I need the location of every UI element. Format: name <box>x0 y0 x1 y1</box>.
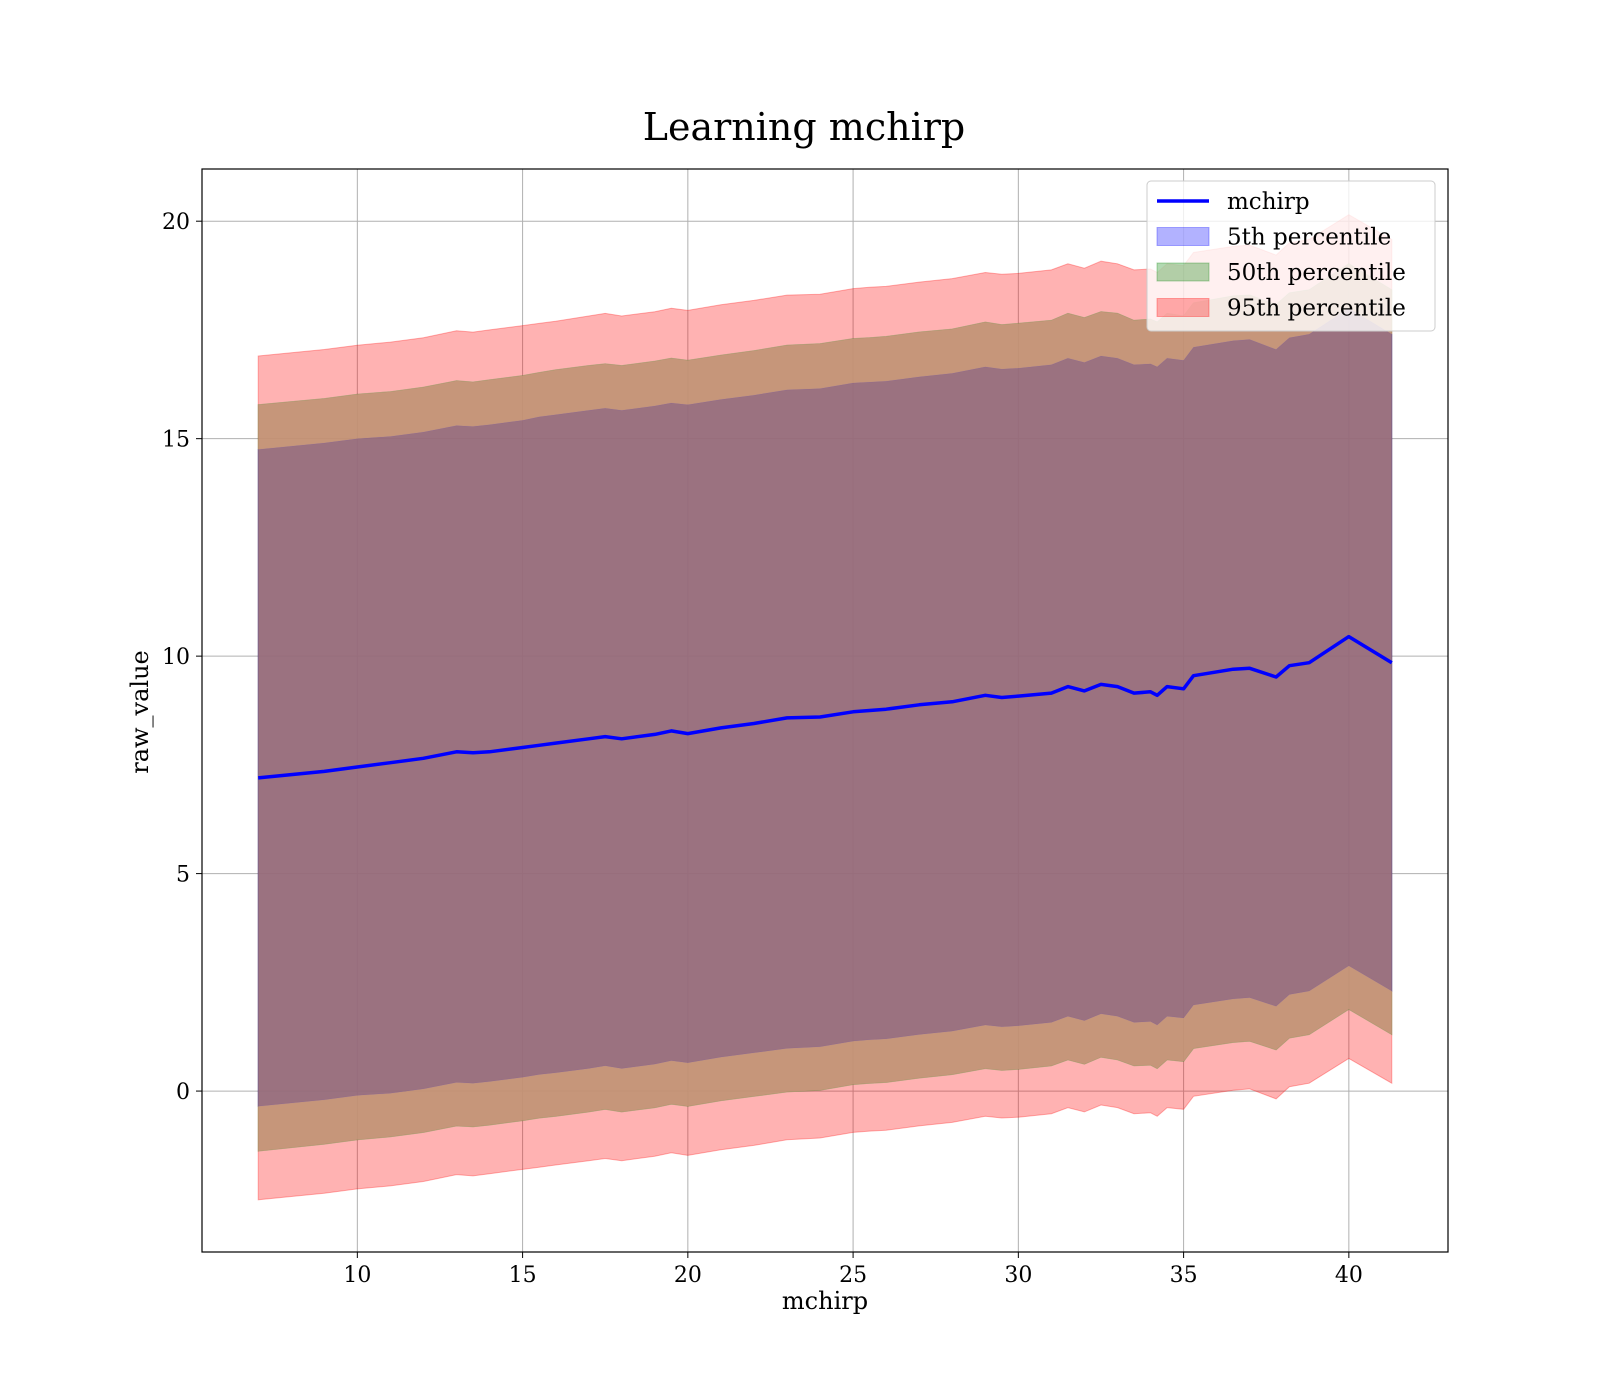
legend-label: 5th percentile <box>1227 225 1391 251</box>
legend-patch-swatch <box>1156 262 1210 282</box>
legend-label: 50th percentile <box>1227 260 1406 286</box>
percentile-bands <box>257 214 1393 1201</box>
band-overlap <box>258 308 1392 1107</box>
x-tick-label: 30 <box>1004 1263 1032 1288</box>
x-tick-label: 20 <box>674 1263 702 1288</box>
x-tick-label: 35 <box>1170 1263 1198 1288</box>
x-tick-label: 25 <box>839 1263 867 1288</box>
plot-area-frame <box>201 168 1449 1253</box>
y-tick-label: 5 <box>176 863 190 888</box>
x-tick-label: 40 <box>1335 1263 1363 1288</box>
mchirp-line <box>258 634 1393 780</box>
y-tick-label: 10 <box>162 645 190 670</box>
band-50th-upper-strip <box>258 263 1392 450</box>
legend-box <box>1146 180 1436 332</box>
x-tick-label: 10 <box>343 1263 371 1288</box>
x-axis-label: mchirp <box>782 1287 868 1315</box>
legend-patch-swatch <box>1156 227 1210 246</box>
chart-title: Learning mchirp <box>643 105 965 149</box>
legend-label: 95th percentile <box>1227 296 1406 322</box>
legend: mchirp 5th percentile 50th percentile 95th … <box>1146 180 1436 332</box>
y-tick-label: 20 <box>162 210 190 235</box>
band-50th-lower-strip <box>258 965 1392 1152</box>
y-tick-label: 0 <box>176 1080 190 1105</box>
legend-label: mchirp <box>1227 189 1310 215</box>
legend-patch-swatch <box>1156 298 1210 317</box>
series-lines <box>258 634 1393 780</box>
y-axis-label: raw_value <box>126 650 154 774</box>
y-tick-label: 15 <box>162 428 190 453</box>
x-tick-label: 15 <box>509 1263 537 1288</box>
axis-ticks: 10 15 20 25 30 35 40 0 5 10 15 20 <box>162 210 1363 1288</box>
